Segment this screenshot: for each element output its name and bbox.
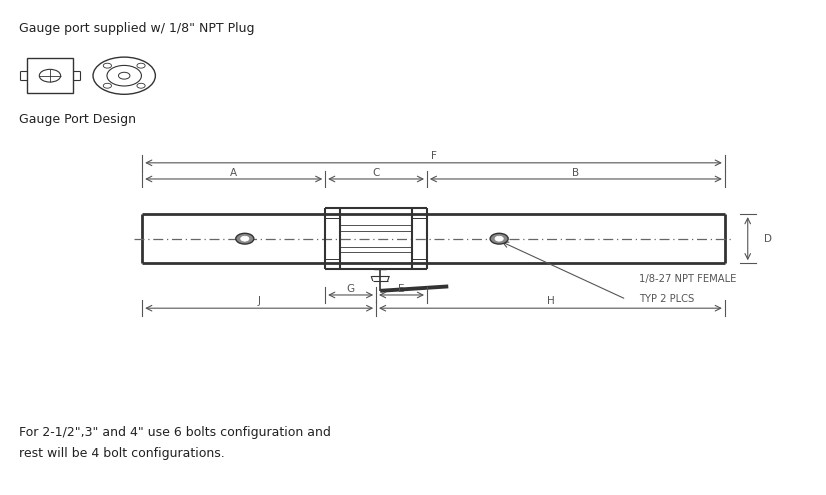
Text: TYP 2 PLCS: TYP 2 PLCS	[638, 294, 694, 304]
Text: 1/8-27 NPT FEMALE: 1/8-27 NPT FEMALE	[638, 274, 736, 284]
Text: For 2-1/2",3" and 4" use 6 bolts configuration and: For 2-1/2",3" and 4" use 6 bolts configu…	[19, 426, 331, 439]
Circle shape	[235, 233, 254, 244]
Circle shape	[495, 236, 503, 241]
Bar	[27, 58, 73, 94]
Text: Gauge port supplied w/ 1/8" NPT Plug: Gauge port supplied w/ 1/8" NPT Plug	[19, 22, 254, 35]
Text: F: F	[430, 151, 436, 161]
Text: H: H	[547, 297, 554, 306]
Text: D: D	[764, 234, 772, 244]
Text: G: G	[347, 284, 354, 294]
Text: rest will be 4 bolt configurations.: rest will be 4 bolt configurations.	[19, 446, 225, 460]
Text: J: J	[258, 297, 261, 306]
Text: B: B	[572, 168, 579, 178]
Text: C: C	[373, 168, 380, 178]
Text: Gauge Port Design: Gauge Port Design	[19, 113, 136, 126]
Circle shape	[490, 233, 508, 244]
Text: A: A	[230, 168, 237, 178]
Circle shape	[240, 236, 249, 241]
Text: E: E	[398, 284, 405, 294]
